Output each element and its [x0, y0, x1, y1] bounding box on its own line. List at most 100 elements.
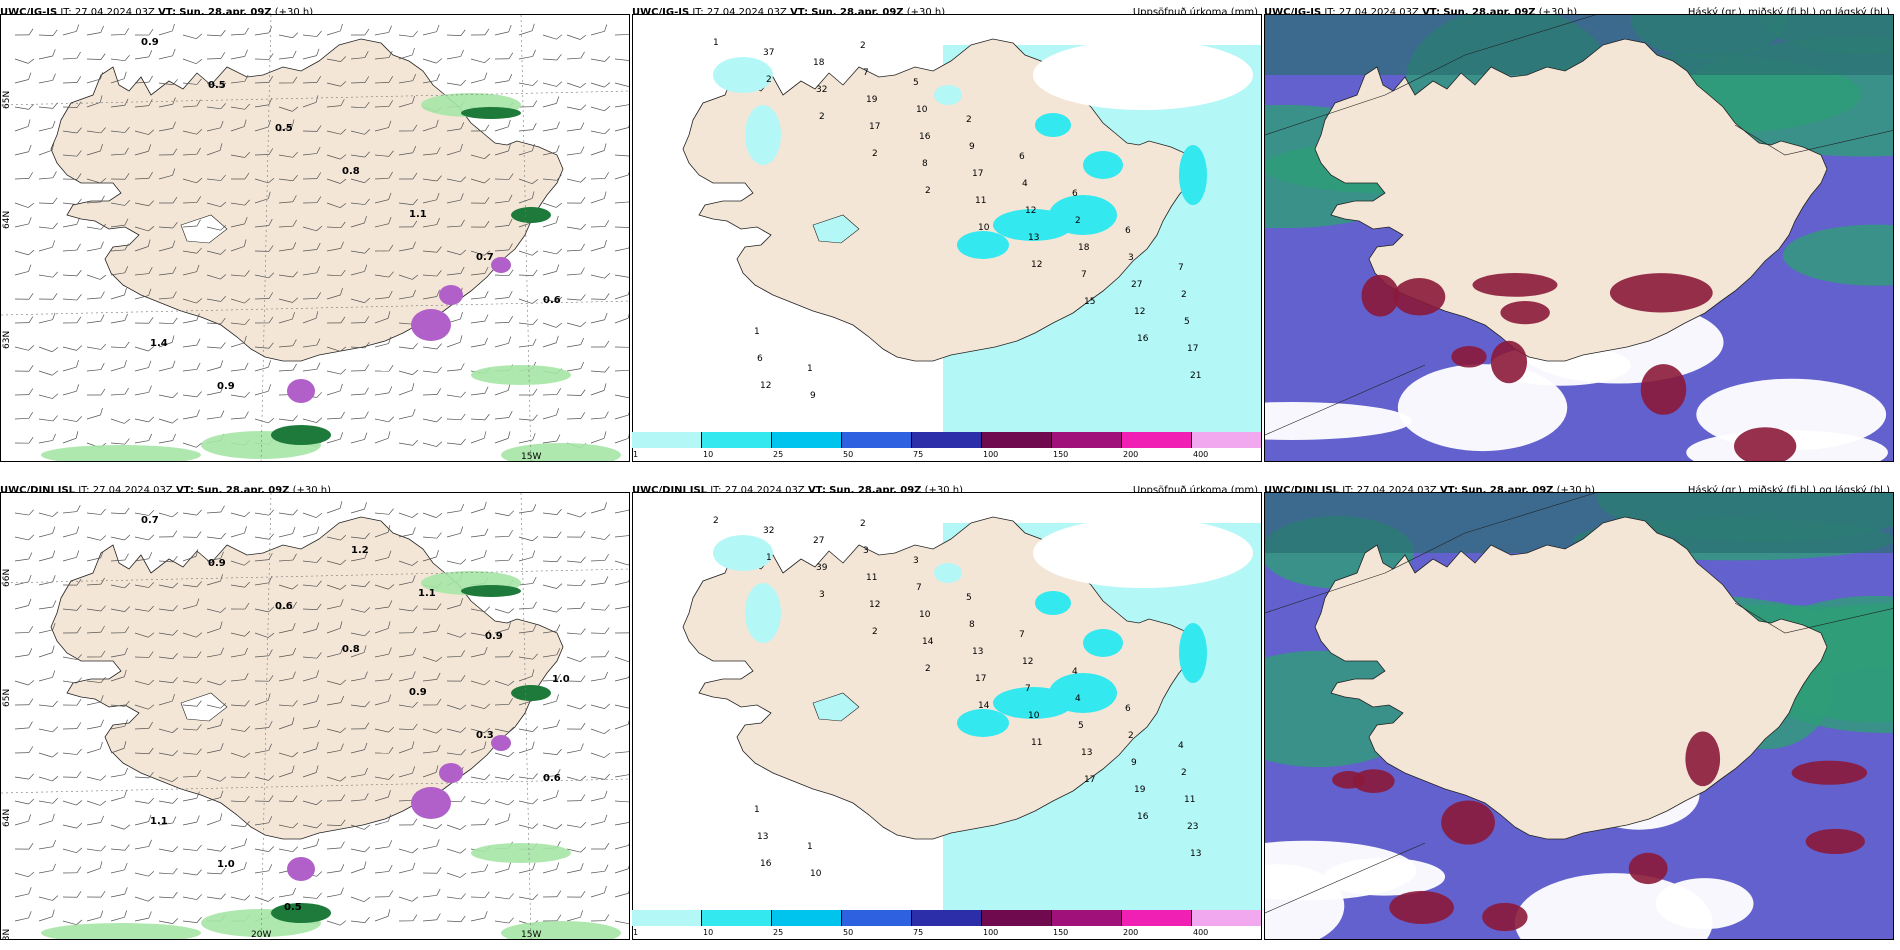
wind-barb: [374, 600, 393, 610]
wind-barb: [14, 509, 34, 516]
map-area: 0.7 0.9 0.6 0.8 0.9 0.3 0.6 1.1 1.0 0.5 1.2 1.1 0.9 1…: [0, 492, 630, 940]
wind-barb: [14, 534, 35, 541]
wind-barb: [278, 32, 299, 39]
wind-barb: [518, 123, 537, 132]
wind-barb: [374, 550, 392, 562]
wind-barb: [542, 322, 563, 328]
wind-barb: [422, 672, 441, 682]
wind-barb: [134, 839, 152, 850]
wind-barb: [254, 775, 275, 781]
wind-barb: [542, 748, 562, 755]
wind-barb: [158, 97, 176, 108]
wind-barb: [254, 191, 271, 204]
wind-barb: [278, 312, 295, 324]
low-cloud-area: [1472, 273, 1558, 297]
wind-barb: [398, 408, 416, 420]
wind-barb: [86, 910, 104, 922]
wind-barb: [326, 743, 344, 754]
precip-area: [1049, 673, 1117, 713]
colorbar-swatch: [1192, 432, 1262, 448]
precip-value-label: 16: [760, 859, 772, 869]
wind-barb: [254, 606, 275, 613]
wind-barb: [62, 345, 83, 351]
wind-barb: [158, 555, 178, 563]
panel-title: UWC/IG-IS IT: 27.04.2024 03Z VT: Sun. 28…: [632, 6, 1262, 20]
low-cloud-area: [1791, 760, 1868, 785]
wind-barb: [566, 910, 584, 922]
wind-barb: [590, 534, 611, 540]
precip-area: [1035, 113, 1071, 137]
wind-barb: [374, 584, 395, 590]
wind-barb: [494, 119, 511, 132]
wind-barb: [278, 76, 298, 84]
wind-barb: [374, 150, 394, 157]
wind-value-label: 0.9: [485, 631, 503, 642]
vt-value: Sun. 28.apr. 09Z: [179, 7, 272, 18]
wind-barb: [398, 73, 417, 84]
wind-barb: [110, 553, 129, 562]
wind-barb: [158, 418, 179, 424]
wind-barb: [614, 560, 629, 566]
wind-barb: [374, 171, 393, 180]
latitude-label: 63N: [2, 929, 12, 940]
wind-barb: [182, 815, 200, 826]
wind-barb: [14, 911, 32, 922]
wind-barb: [14, 648, 33, 658]
wind-barb: [86, 388, 106, 396]
grid-line: [1, 300, 629, 316]
wind-barb: [302, 125, 322, 132]
wind-barb: [614, 408, 629, 420]
wind-barb: [374, 365, 394, 372]
wind-barb: [590, 383, 607, 396]
gust-area: [287, 857, 315, 881]
wind-barb: [494, 52, 514, 60]
wind-barb: [230, 560, 251, 566]
gust-area: [411, 309, 451, 341]
wind-barb: [446, 193, 464, 204]
wind-barb: [14, 552, 33, 562]
grid-line: [1734, 602, 1893, 634]
wind-barb: [254, 896, 275, 902]
wind-barb: [398, 30, 418, 38]
wind-barb: [446, 915, 466, 923]
wind-barb: [350, 264, 368, 276]
dry-area: [1033, 518, 1253, 588]
wind-barb: [302, 362, 321, 372]
wind-barb: [518, 653, 538, 660]
wind-barb: [422, 744, 441, 754]
wind-barb: [230, 27, 249, 36]
colorbar-swatch: [1122, 432, 1192, 448]
wind-barb: [38, 839, 57, 850]
precip-value-label: 6: [1019, 152, 1025, 162]
wind-barb: [158, 846, 179, 852]
wind-barb: [278, 106, 299, 112]
wind-barb: [38, 526, 56, 538]
wind-barb: [494, 243, 513, 252]
wind-barb: [326, 99, 345, 108]
wind-value-label: 1.2: [351, 545, 369, 556]
wind-barb: [62, 243, 81, 252]
it-label: IT:: [692, 7, 704, 18]
wind-barb: [254, 292, 274, 300]
wind-barb: [110, 218, 129, 228]
wind-barb: [590, 728, 611, 735]
wind-barb: [230, 239, 247, 252]
precip-value-label: 12: [760, 381, 771, 391]
wind-barb: [134, 288, 152, 300]
wind-barb: [62, 269, 82, 277]
latitude-label: 65N: [2, 689, 12, 707]
vt-label: VT:: [1439, 485, 1458, 496]
wind-barb: [542, 914, 562, 922]
wind-barb: [86, 195, 105, 204]
wind-barb: [14, 598, 32, 610]
wind-barb: [278, 363, 297, 372]
wind-barb: [62, 76, 82, 84]
gust-area: [411, 787, 451, 819]
wind-barb: [206, 143, 223, 156]
wind-barb: [350, 76, 370, 84]
wind-barb: [134, 896, 155, 902]
wind-barb: [182, 99, 201, 108]
wind-barb: [518, 49, 536, 60]
wind-barb: [38, 29, 58, 36]
panel-title: UWC/DINI ISL IT: 27.04.2024 03Z VT: Sun.…: [0, 484, 630, 498]
